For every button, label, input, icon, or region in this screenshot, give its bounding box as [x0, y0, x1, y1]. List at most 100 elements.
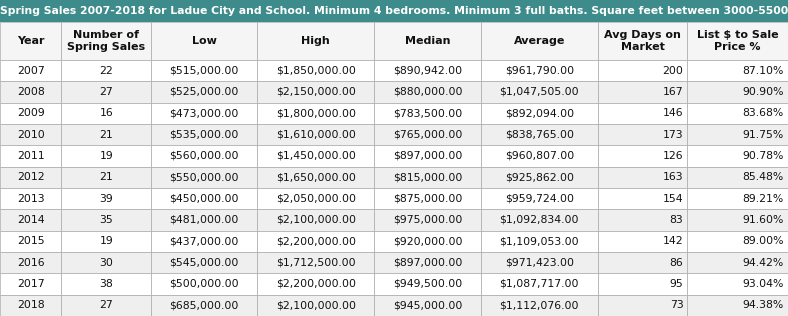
Bar — [481, 273, 598, 295]
Bar — [151, 103, 257, 124]
Bar — [257, 103, 374, 124]
Bar — [687, 188, 788, 209]
Text: $897,000.00: $897,000.00 — [393, 258, 463, 268]
Bar — [61, 124, 151, 145]
Text: 126: 126 — [663, 151, 683, 161]
Bar — [598, 252, 687, 273]
Text: Low: Low — [191, 36, 217, 46]
Bar — [151, 209, 257, 231]
Text: 2013: 2013 — [17, 194, 45, 204]
Bar — [257, 209, 374, 231]
Bar — [481, 22, 598, 60]
Bar — [598, 22, 687, 60]
Bar — [598, 103, 687, 124]
Text: 39: 39 — [99, 194, 113, 204]
Bar — [151, 188, 257, 209]
Bar — [687, 209, 788, 231]
Bar — [687, 231, 788, 252]
Text: 86: 86 — [670, 258, 683, 268]
Text: $2,150,000.00: $2,150,000.00 — [276, 87, 355, 97]
Text: High: High — [301, 36, 330, 46]
Text: 2009: 2009 — [17, 108, 45, 118]
Text: $971,423.00: $971,423.00 — [505, 258, 574, 268]
Text: 87.10%: 87.10% — [742, 66, 784, 76]
Text: 94.42%: 94.42% — [743, 258, 784, 268]
Text: $481,000.00: $481,000.00 — [169, 215, 239, 225]
Bar — [598, 273, 687, 295]
Bar — [61, 60, 151, 81]
Text: Spring Sales 2007-2018 for Ladue City and School. Minimum 4 bedrooms. Minimum 3 : Spring Sales 2007-2018 for Ladue City an… — [0, 6, 788, 16]
Bar — [0, 124, 61, 145]
Text: $765,000.00: $765,000.00 — [393, 130, 463, 140]
Text: 19: 19 — [99, 236, 113, 246]
Bar — [0, 145, 61, 167]
Text: $2,200,000.00: $2,200,000.00 — [276, 279, 355, 289]
Bar — [598, 81, 687, 103]
Text: 2014: 2014 — [17, 215, 45, 225]
Text: 73: 73 — [670, 300, 683, 310]
Bar — [687, 22, 788, 60]
Text: 30: 30 — [99, 258, 113, 268]
Text: $875,000.00: $875,000.00 — [393, 194, 463, 204]
Bar — [687, 124, 788, 145]
Text: 2017: 2017 — [17, 279, 45, 289]
Bar — [61, 252, 151, 273]
Text: 22: 22 — [99, 66, 113, 76]
Text: $1,850,000.00: $1,850,000.00 — [276, 66, 355, 76]
Text: Median: Median — [405, 36, 450, 46]
Bar — [0, 22, 61, 60]
Text: Avg Days on
Market: Avg Days on Market — [604, 30, 681, 52]
Bar — [61, 188, 151, 209]
Text: $1,092,834.00: $1,092,834.00 — [500, 215, 579, 225]
Bar — [687, 103, 788, 124]
Text: $1,610,000.00: $1,610,000.00 — [276, 130, 355, 140]
Text: $473,000.00: $473,000.00 — [169, 108, 239, 118]
Text: $535,000.00: $535,000.00 — [169, 130, 239, 140]
Bar — [481, 295, 598, 316]
Text: 90.90%: 90.90% — [742, 87, 784, 97]
Bar — [257, 252, 374, 273]
Bar — [374, 273, 481, 295]
Bar — [0, 103, 61, 124]
Text: 2008: 2008 — [17, 87, 45, 97]
Text: 200: 200 — [663, 66, 683, 76]
Text: 35: 35 — [99, 215, 113, 225]
Text: $515,000.00: $515,000.00 — [169, 66, 239, 76]
Text: $450,000.00: $450,000.00 — [169, 194, 239, 204]
Text: 94.38%: 94.38% — [743, 300, 784, 310]
Text: $1,650,000.00: $1,650,000.00 — [276, 172, 355, 182]
Bar — [687, 167, 788, 188]
Bar — [598, 188, 687, 209]
Text: 173: 173 — [663, 130, 683, 140]
Bar — [481, 124, 598, 145]
Bar — [0, 273, 61, 295]
Bar — [61, 295, 151, 316]
Bar — [687, 295, 788, 316]
Bar — [151, 273, 257, 295]
Text: $560,000.00: $560,000.00 — [169, 151, 239, 161]
Text: $975,000.00: $975,000.00 — [393, 215, 463, 225]
Bar — [257, 295, 374, 316]
Bar — [257, 231, 374, 252]
Bar — [481, 167, 598, 188]
Text: 93.04%: 93.04% — [742, 279, 784, 289]
Bar — [0, 0, 788, 22]
Bar — [61, 231, 151, 252]
Text: 83.68%: 83.68% — [743, 108, 784, 118]
Bar — [257, 81, 374, 103]
Text: 27: 27 — [99, 300, 113, 310]
Bar — [374, 22, 481, 60]
Text: $925,862.00: $925,862.00 — [505, 172, 574, 182]
Bar — [598, 124, 687, 145]
Text: $945,000.00: $945,000.00 — [393, 300, 463, 310]
Text: 2012: 2012 — [17, 172, 45, 182]
Bar — [598, 295, 687, 316]
Text: $1,800,000.00: $1,800,000.00 — [276, 108, 355, 118]
Text: 142: 142 — [663, 236, 683, 246]
Text: $815,000.00: $815,000.00 — [393, 172, 463, 182]
Text: 154: 154 — [663, 194, 683, 204]
Bar — [481, 81, 598, 103]
Bar — [61, 209, 151, 231]
Text: 95: 95 — [670, 279, 683, 289]
Bar — [481, 188, 598, 209]
